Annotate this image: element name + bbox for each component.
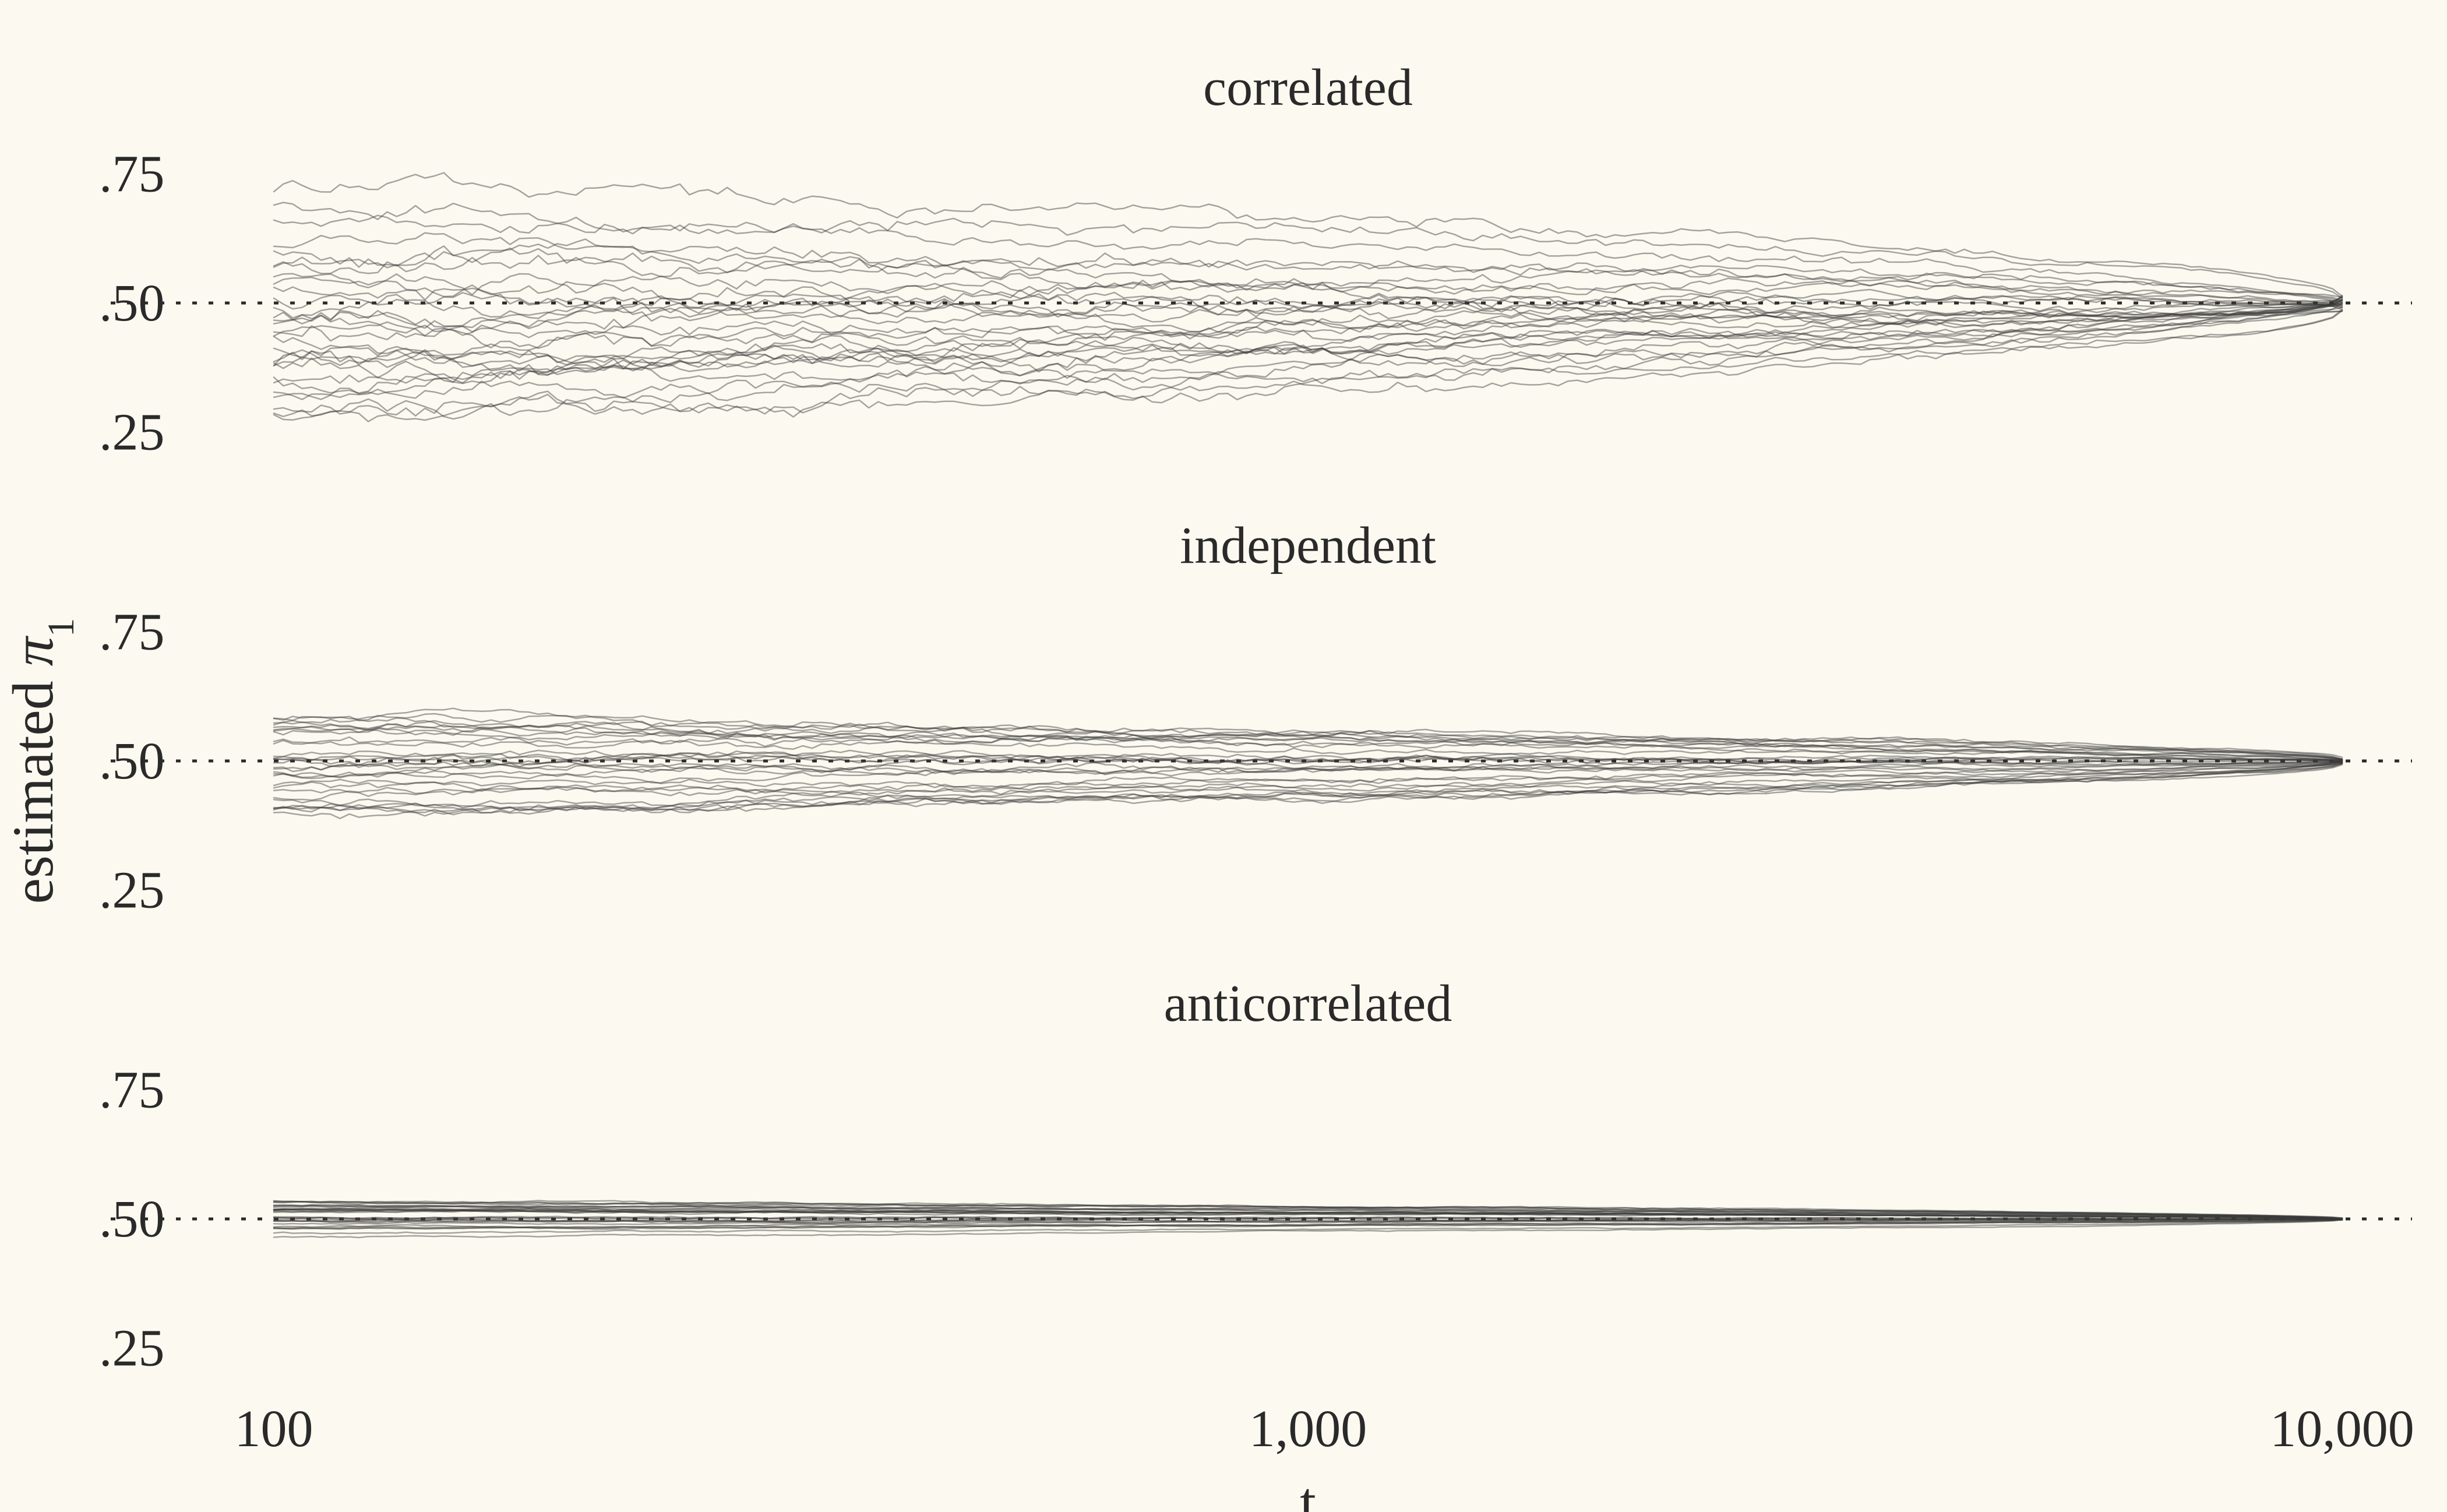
y-tick-label: .25 <box>99 861 165 919</box>
y-tick-label: .50 <box>99 274 165 332</box>
figure-root: correlated .25 .50 .75 independent .25 .50 .75 a… <box>0 0 2447 1512</box>
y-tick-label: .75 <box>99 146 165 203</box>
panel-title-independent: independent <box>1180 517 1436 575</box>
y-axis-label-group: estimated π1 <box>1 618 82 904</box>
y-axis-label: estimated π1 <box>1 618 82 904</box>
y-tick-label: .25 <box>99 1319 165 1377</box>
y-tick-label: .75 <box>99 1062 165 1119</box>
panel-title-anticorrelated: anticorrelated <box>1164 975 1452 1032</box>
y-tick-label: .25 <box>99 403 165 461</box>
chart-svg: correlated .25 .50 .75 independent .25 .50 .75 a… <box>0 0 2447 1512</box>
series-group-correlated <box>274 173 2342 422</box>
series-line <box>274 173 2342 297</box>
x-axis-label: t <box>1300 1470 1316 1512</box>
series-group-independent <box>274 709 2342 819</box>
y-tick-label: .75 <box>99 604 165 661</box>
series-line <box>274 233 2342 303</box>
panel-title-correlated: correlated <box>1203 59 1413 117</box>
y-tick-label: .50 <box>99 1190 165 1248</box>
series-line <box>274 216 2342 306</box>
x-tick-label: 100 <box>235 1400 313 1458</box>
x-tick-label: 10,000 <box>2270 1400 2414 1458</box>
y-tick-label: .50 <box>99 732 165 790</box>
x-tick-label: 1,000 <box>1249 1400 1367 1458</box>
